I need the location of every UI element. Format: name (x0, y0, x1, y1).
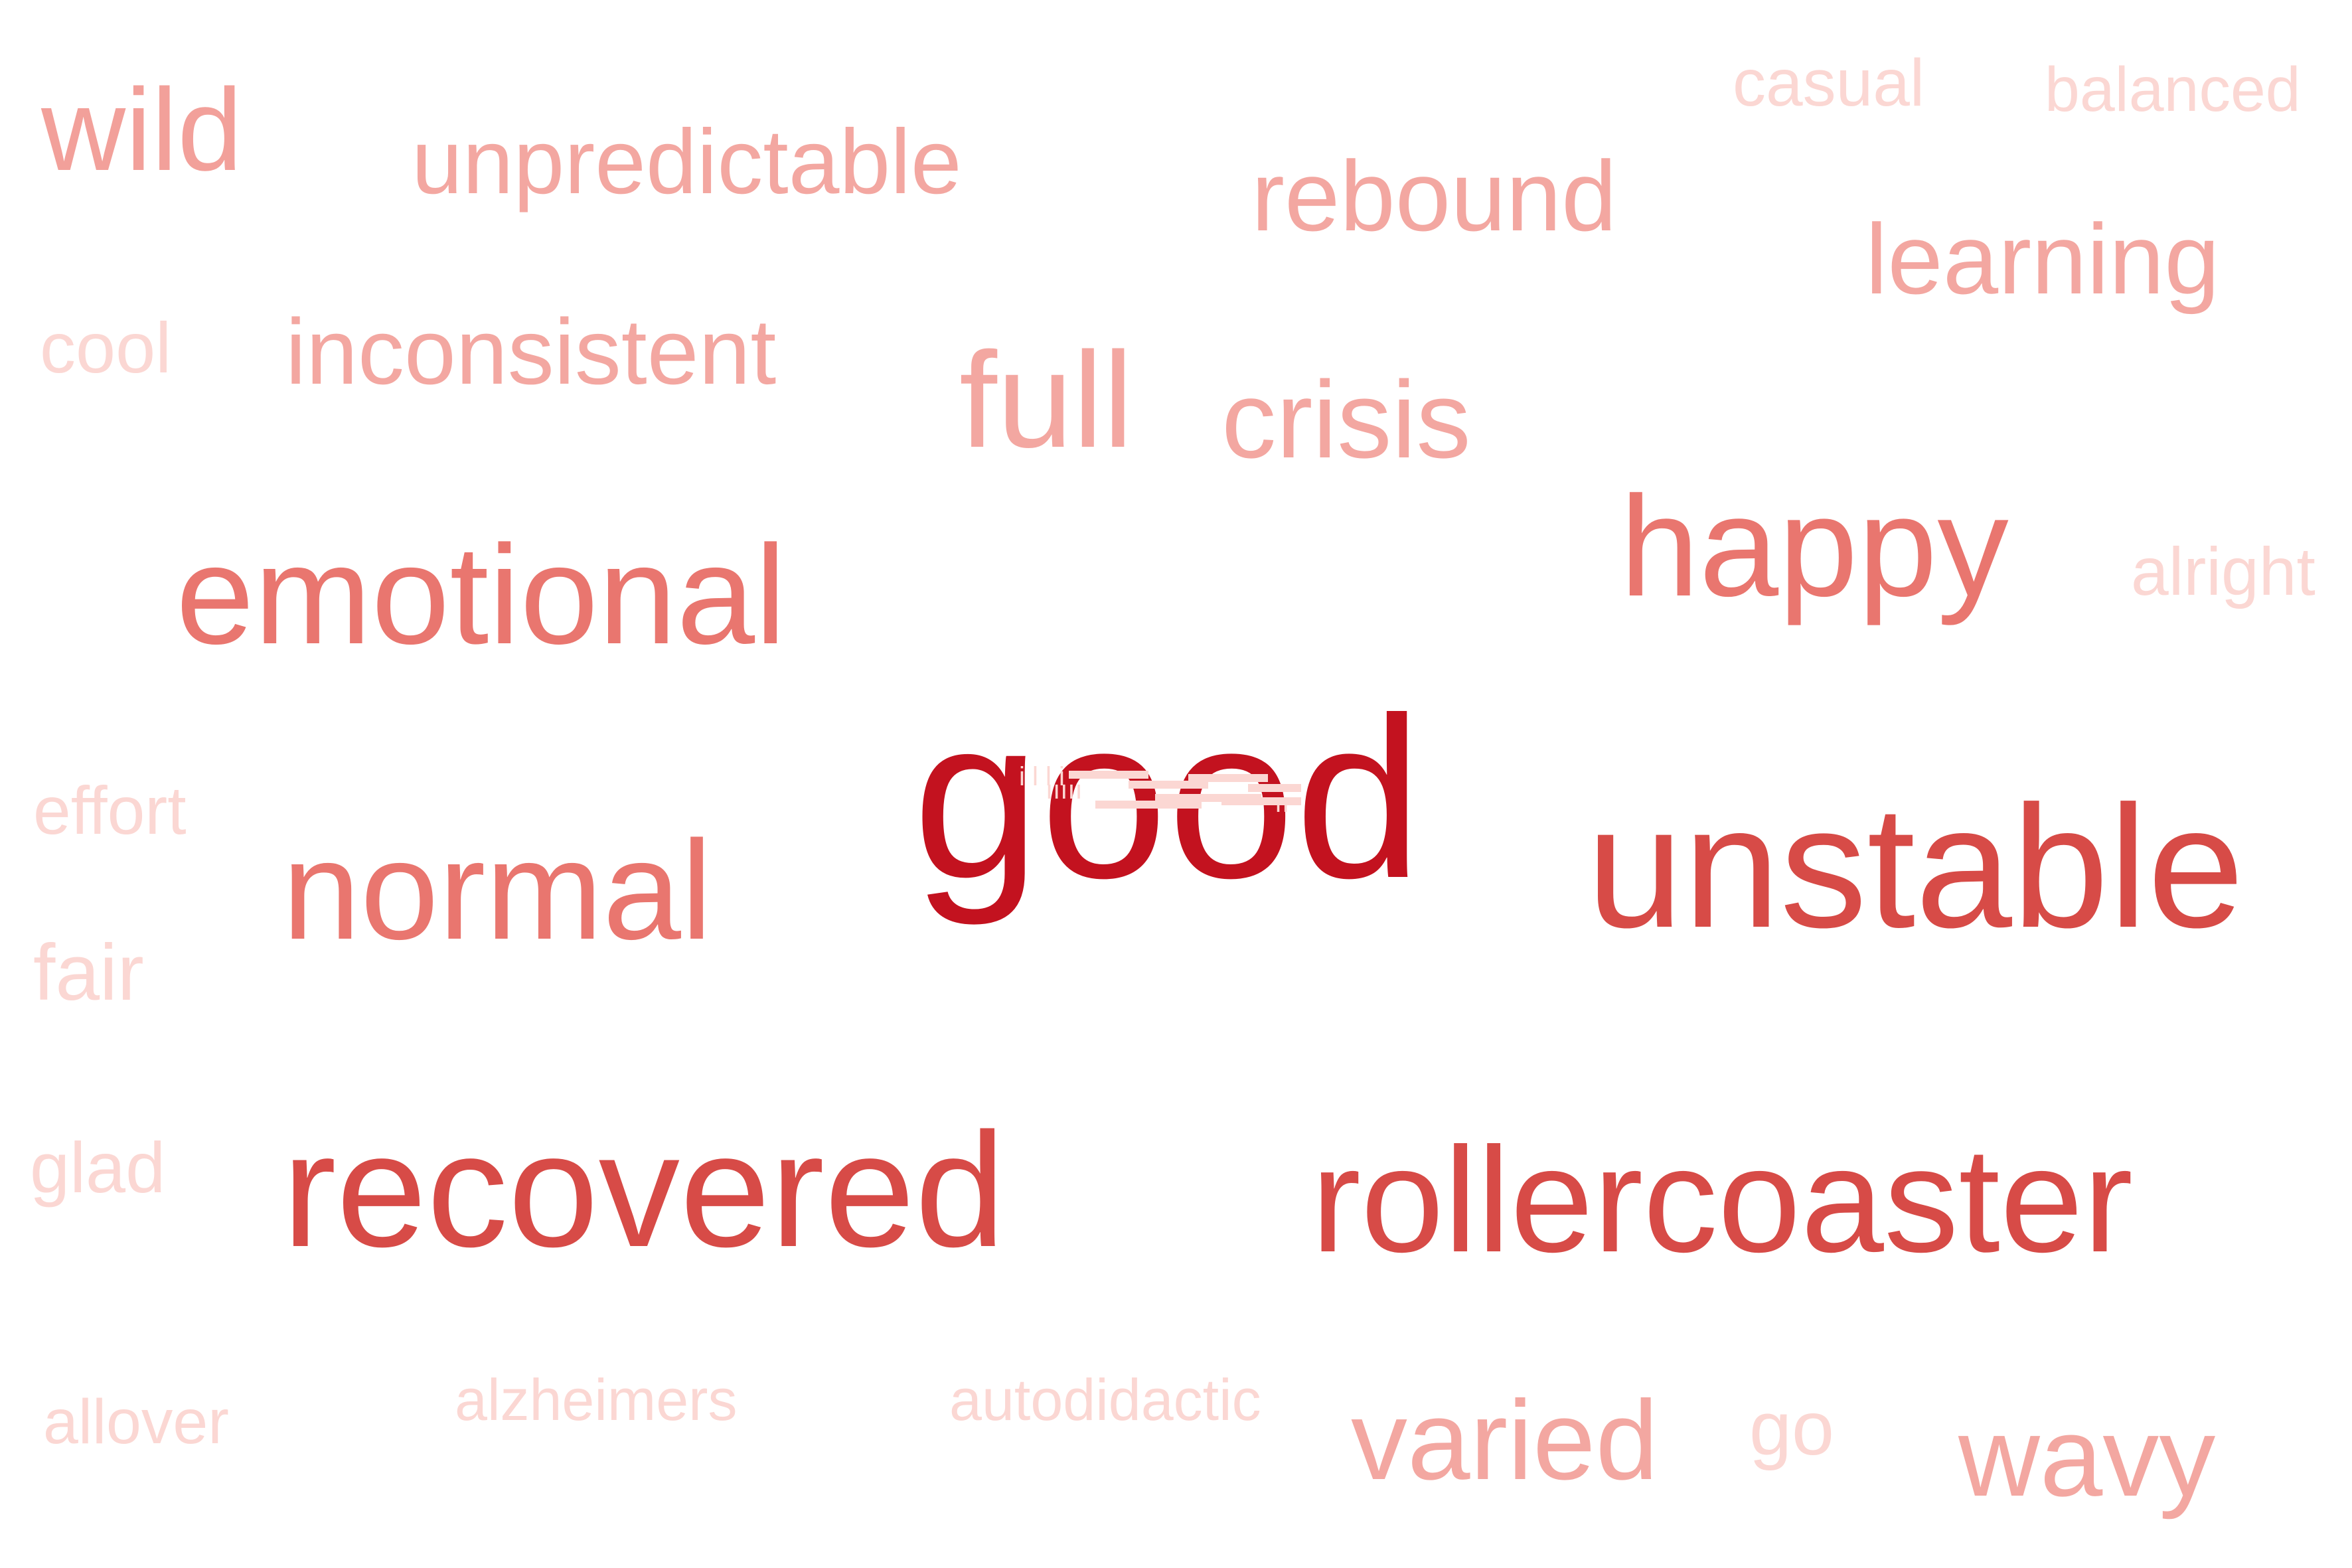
word-alright: alright (2131, 534, 2315, 609)
word-rollercoaster: rollercoaster (1311, 1116, 2133, 1283)
word-wavy: wavy (1958, 1394, 2216, 1520)
word-casual: casual (1733, 46, 1925, 120)
word-learning: learning (1865, 203, 2220, 315)
word-happy: happy (1620, 466, 2009, 626)
word-alzheimers: alzheimers (455, 1367, 738, 1433)
tiny-word-cluster-item: ▬▬▬▬ (1095, 785, 1202, 815)
word-full: full (959, 324, 1134, 476)
tiny-word-cluster-item: ııııı (1046, 775, 1083, 805)
word-varied: varied (1351, 1377, 1659, 1504)
word-unstable: unstable (1587, 769, 2244, 964)
tiny-word-cluster-item: ▬▬▬▬ (1155, 779, 1261, 808)
tiny-word-cluster-item: ıı (1275, 789, 1290, 818)
tiny-word-cluster-item: ▬▬▬ (1129, 765, 1208, 795)
word-fair: fair (33, 928, 144, 1017)
tiny-word-cluster-item: ▬▬▬ (1221, 782, 1301, 811)
word-crisis: crisis (1221, 358, 1471, 481)
word-autodidactic: autodidactic (949, 1367, 1261, 1433)
tiny-word-cluster-item: ▬▬ (1248, 769, 1301, 798)
word-inconsistent: inconsistent (285, 299, 777, 404)
word-normal: normal (282, 811, 713, 969)
word-good: good (913, 670, 1423, 926)
word-effort: effort (33, 773, 187, 848)
word-go: go (1749, 1386, 1834, 1471)
word-wild: wild (41, 65, 243, 195)
tiny-word-cluster-item: i l l i (1019, 762, 1065, 791)
word-recovered: recovered (282, 1099, 1006, 1281)
word-glad: glad (30, 1127, 166, 1208)
word-allover: allover (43, 1387, 229, 1457)
word-balanced: balanced (2045, 54, 2301, 125)
word-rebound: rebound (1251, 140, 1617, 252)
tiny-word-cluster-item: ▬▬▬ (1069, 755, 1148, 785)
word-cool: cool (40, 307, 172, 388)
word-emotional: emotional (176, 516, 787, 673)
tiny-word-cluster-item: ▬▬▬ (1188, 759, 1268, 788)
word-unpredictable: unpredictable (412, 111, 962, 213)
